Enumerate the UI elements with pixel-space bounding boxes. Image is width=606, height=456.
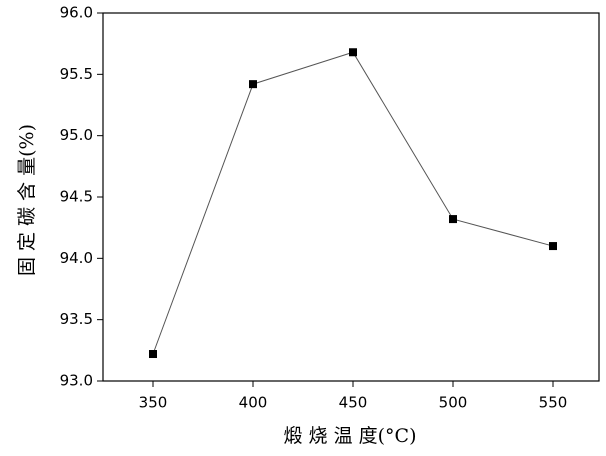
y-tick-label: 94.5 (60, 188, 93, 206)
point-marker (349, 48, 357, 57)
y-tick-label: 95.5 (60, 65, 93, 83)
point-marker (149, 350, 157, 359)
x-tick-label: 550 (539, 394, 568, 412)
y-tick-label: 93.5 (60, 310, 93, 328)
x-tick-label: 350 (139, 394, 168, 412)
y-tick-label: 95.0 (60, 126, 93, 144)
x-tick-label: 400 (239, 394, 268, 412)
point-marker (549, 242, 557, 251)
y-tick-label: 96.0 (60, 4, 93, 22)
y-tick-label: 93.0 (60, 372, 93, 390)
plot-frame (102, 12, 600, 382)
point-marker (449, 215, 457, 224)
series-line (152, 51, 554, 355)
point-marker (249, 80, 257, 89)
y-tick-label: 94.0 (60, 249, 93, 267)
x-axis-label: 煅 烧 温 度(°C) (284, 425, 417, 447)
y-axis-label: 固 定 碳 含 量(%) (16, 124, 38, 276)
x-tick-label: 500 (439, 394, 468, 412)
x-tick-label: 450 (339, 394, 368, 412)
